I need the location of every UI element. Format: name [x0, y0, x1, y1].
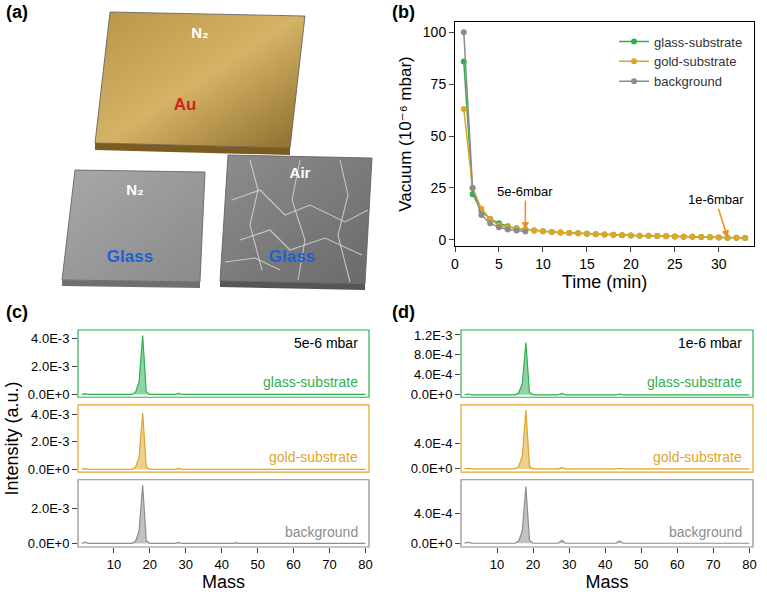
svg-text:glass-substrate: glass-substrate	[647, 374, 742, 390]
html-text:(c): (c)	[6, 302, 28, 322]
svg-text:40: 40	[598, 557, 612, 572]
svg-text:N₂: N₂	[126, 181, 144, 198]
svg-text:4.0E-3: 4.0E-3	[31, 331, 69, 346]
html-text:(a): (a)	[6, 2, 28, 22]
svg-text:gold-substrate: gold-substrate	[653, 449, 742, 465]
svg-text:0.0E+0: 0.0E+0	[28, 387, 70, 402]
svg-text:25: 25	[431, 180, 447, 196]
svg-text:Air: Air	[290, 164, 311, 181]
svg-text:10: 10	[107, 557, 121, 572]
svg-text:Au: Au	[174, 95, 197, 114]
svg-text:15: 15	[579, 256, 595, 272]
svg-text:0: 0	[451, 256, 459, 272]
svg-text:Glass: Glass	[269, 247, 315, 266]
svg-text:0.0E+0: 0.0E+0	[28, 462, 70, 477]
svg-text:4.0E-3: 4.0E-3	[31, 407, 69, 422]
svg-text:20: 20	[143, 557, 157, 572]
html-text:(d): (d)	[392, 302, 415, 322]
svg-text:8.0E-4: 8.0E-4	[414, 347, 452, 362]
svg-text:5e-6mbar: 5e-6mbar	[497, 184, 553, 199]
svg-text:2.0E-3: 2.0E-3	[31, 434, 69, 449]
svg-text:4.0E-4: 4.0E-4	[414, 367, 452, 382]
svg-text:4.0E-4: 4.0E-4	[414, 436, 452, 451]
svg-text:0.0E+0: 0.0E+0	[411, 536, 453, 551]
svg-text:70: 70	[706, 557, 720, 572]
svg-text:2.0E-3: 2.0E-3	[31, 359, 69, 374]
svg-text:30: 30	[562, 557, 576, 572]
svg-text:Mass: Mass	[585, 572, 628, 592]
svg-text:60: 60	[286, 557, 300, 572]
svg-text:glass-substrate: glass-substrate	[654, 35, 742, 50]
svg-text:100: 100	[423, 24, 447, 40]
svg-text:Mass: Mass	[202, 572, 245, 592]
svg-text:75: 75	[431, 76, 447, 92]
svg-text:Glass: Glass	[107, 247, 153, 266]
svg-text:N₂: N₂	[191, 24, 209, 41]
svg-text:1e-6 mbar: 1e-6 mbar	[678, 335, 742, 351]
svg-text:background: background	[654, 74, 722, 89]
html-text:(b): (b)	[392, 2, 415, 22]
svg-text:1e-6mbar: 1e-6mbar	[688, 192, 744, 207]
svg-text:25: 25	[667, 256, 683, 272]
svg-text:60: 60	[670, 557, 684, 572]
svg-text:1.2E-3: 1.2E-3	[414, 328, 452, 343]
svg-text:10: 10	[535, 256, 551, 272]
svg-text:0.0E+0: 0.0E+0	[411, 461, 453, 476]
svg-text:30: 30	[711, 256, 727, 272]
svg-text:background: background	[669, 524, 742, 540]
svg-text:gold-substrate: gold-substrate	[654, 54, 736, 69]
svg-text:20: 20	[623, 256, 639, 272]
svg-text:50: 50	[634, 557, 648, 572]
svg-text:background: background	[285, 524, 358, 540]
svg-text:gold-substrate: gold-substrate	[269, 449, 358, 465]
svg-text:80: 80	[742, 557, 756, 572]
svg-text:50: 50	[431, 128, 447, 144]
svg-text:30: 30	[179, 557, 193, 572]
svg-text:0: 0	[438, 232, 446, 248]
svg-text:70: 70	[322, 557, 336, 572]
svg-text:80: 80	[358, 557, 372, 572]
svg-text:Vacuum (10⁻⁶ mbar): Vacuum (10⁻⁶ mbar)	[396, 56, 415, 211]
svg-text:4.0E-4: 4.0E-4	[414, 506, 452, 521]
svg-text:0.0E+0: 0.0E+0	[28, 536, 70, 551]
svg-text:5e-6 mbar: 5e-6 mbar	[294, 335, 358, 351]
svg-text:Intensity (a.u.): Intensity (a.u.)	[2, 381, 22, 495]
svg-text:20: 20	[526, 557, 540, 572]
svg-text:40: 40	[214, 557, 228, 572]
svg-text:0.0E+0: 0.0E+0	[411, 387, 453, 402]
svg-text:Time (min): Time (min)	[562, 272, 647, 292]
svg-text:10: 10	[490, 557, 504, 572]
svg-text:5: 5	[495, 256, 503, 272]
svg-text:2.0E-3: 2.0E-3	[31, 501, 69, 516]
svg-text:50: 50	[250, 557, 264, 572]
svg-text:glass-substrate: glass-substrate	[263, 374, 358, 390]
